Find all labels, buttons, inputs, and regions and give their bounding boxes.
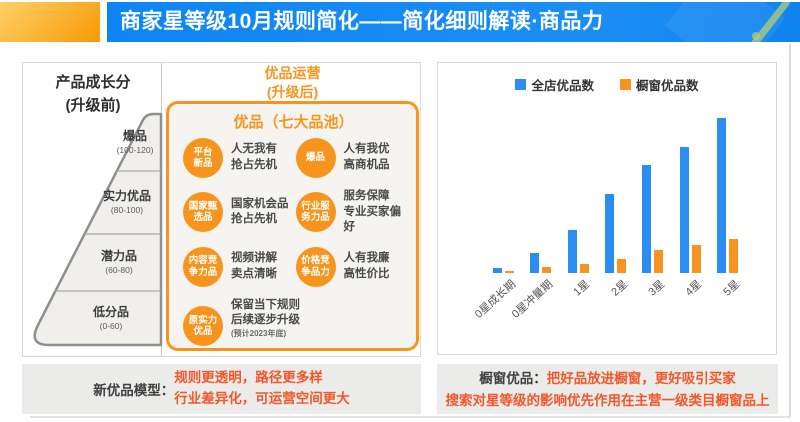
pool-desc: 国家机会品 抢占先机 bbox=[231, 197, 289, 226]
pool-desc: 保留当下规则 后续逐步升级 (预计2023年底) bbox=[231, 298, 300, 355]
pool-item-content: 内容竞 争力品 视频讲解 卖点清晰 bbox=[183, 246, 292, 287]
funnel-tier-baopin: 爆品 (100-120) bbox=[93, 127, 177, 155]
banner-dot-decoration bbox=[752, 32, 760, 40]
upgrade-title-line2: (升级后) bbox=[266, 83, 319, 100]
pool-desc: 视频讲解 卖点清晰 bbox=[231, 252, 277, 280]
slide-edge-right bbox=[789, 44, 791, 417]
bar-全店优品数 bbox=[530, 252, 540, 273]
pool-item-industry-service: 行业服 务力品 服务保障 专业买家偏好 bbox=[295, 189, 405, 236]
note-line1: 把好品放进橱窗，更好吸引买家 bbox=[546, 370, 736, 386]
upgrade-section-title: 优品运营 (升级后) bbox=[166, 64, 419, 102]
pool-desc-text: 保留当下规则 后续逐步升级 bbox=[231, 298, 300, 327]
seven-pools-box: 优品（七大品池） 平台 新品 人无我有 抢占先机 爆品 人有我优 高商机品 国家… bbox=[166, 101, 419, 351]
chart-bar-group: 0星冲量期 bbox=[510, 118, 555, 321]
x-axis-label: 1星 bbox=[571, 278, 593, 299]
note-line1-wrap: 橱窗优品：把好品放进橱窗，更好吸引买家 bbox=[479, 367, 736, 391]
bar-全店优品数 bbox=[604, 193, 614, 273]
bar-全店优品数 bbox=[567, 229, 577, 273]
growth-score-funnel bbox=[33, 112, 163, 347]
pool-circle: 爆品 bbox=[295, 138, 336, 178]
chart-bar-group: 4星 bbox=[679, 118, 704, 299]
chart-bar-group: 1星 bbox=[567, 118, 592, 299]
legend-label: 全店优品数 bbox=[531, 79, 594, 93]
pool-desc: 人有我廉 高性价比 bbox=[343, 252, 390, 280]
tier-name: 爆品 bbox=[122, 129, 147, 143]
bar-chart: 0星成长期 0星冲量期 1星 2星 3星 4星 5星 bbox=[472, 118, 742, 321]
note-label: 橱窗优品： bbox=[479, 370, 547, 386]
pool-item-national-select: 国家甄 选品 国家机会品 抢占先机 bbox=[183, 189, 292, 236]
x-axis-label: 3星 bbox=[646, 278, 668, 299]
bar-橱窗优品数 bbox=[505, 271, 514, 273]
upgrade-title-line1: 优品运营 bbox=[264, 65, 321, 81]
chart-bar-group: 5星 bbox=[716, 118, 742, 299]
pool-circle: 行业服 务力品 bbox=[295, 192, 336, 233]
legend-label: 橱窗优品数 bbox=[636, 79, 699, 93]
chart-legend: 全店优品数 橱窗优品数 bbox=[438, 75, 776, 94]
left-section-title-line1: 产品成长分 bbox=[55, 74, 131, 91]
pool-item-hot: 爆品 人有我优 高商机品 bbox=[295, 138, 405, 178]
tier-range: (80-100) bbox=[110, 205, 144, 215]
pool-circle: 国家甄 选品 bbox=[183, 192, 223, 233]
page-title: 商家星等级10月规则简化——简化细则解读·商品力 bbox=[120, 10, 604, 33]
note-line2: 搜索对星等级的影响优先作用在主营一级类目橱窗品上 bbox=[445, 392, 770, 408]
pool-desc: 服务保障 专业买家偏好 bbox=[343, 190, 402, 234]
header-banner: 商家星等级10月规则简化——简化细则解读·商品力 bbox=[107, 2, 800, 42]
bar-橱窗优品数 bbox=[579, 263, 589, 273]
pool-desc: 人无我有 抢占先机 bbox=[231, 143, 277, 171]
tier-name: 实力优品 bbox=[102, 189, 151, 203]
pool-items-grid: 平台 新品 人无我有 抢占先机 爆品 人有我优 高商机品 国家甄 选品 国家机会… bbox=[183, 138, 404, 355]
x-axis-label: 0星成长期 bbox=[472, 278, 518, 321]
pool-item-platform-new: 平台 新品 人无我有 抢占先机 bbox=[183, 138, 292, 178]
bar-橱窗优品数 bbox=[616, 259, 626, 273]
tier-range: (60-80) bbox=[105, 265, 133, 275]
left-section-title-line2: (升级前) bbox=[65, 97, 121, 115]
bar-全店优品数 bbox=[493, 268, 502, 273]
bar-全店优品数 bbox=[642, 164, 652, 273]
tier-range: (100-120) bbox=[116, 145, 154, 155]
pool-circle: 价格竞 争品力 bbox=[295, 246, 336, 287]
x-axis-label: 5星 bbox=[720, 278, 742, 299]
bar-全店优品数 bbox=[679, 147, 689, 273]
note-new-model: 新优品模型： 规则更透明，路径更多样 行业差异化，可运营空间更大 bbox=[22, 364, 421, 414]
header-orange-block bbox=[0, 2, 100, 42]
tier-name: 低分品 bbox=[92, 305, 129, 319]
note-label: 新优品模型： bbox=[93, 383, 175, 398]
panel-before-after: 产品成长分 (升级前) 爆品 (100-120) 实力优品 (80-100) 潜… bbox=[22, 62, 421, 357]
legend-swatch-orange bbox=[620, 79, 631, 90]
funnel-tier-difen: 低分品 (0-60) bbox=[69, 303, 153, 331]
pool-desc-note: (预计2023年底) bbox=[231, 328, 287, 338]
pool-circle: 内容竞 争力品 bbox=[183, 246, 223, 287]
seven-pools-title: 优品（七大品池） bbox=[233, 114, 354, 131]
bar-橱窗优品数 bbox=[691, 245, 701, 273]
chart-bar-group: 2星 bbox=[604, 118, 630, 299]
bar-橱窗优品数 bbox=[542, 266, 552, 273]
tier-range: (0-60) bbox=[99, 321, 123, 331]
pool-circle: 原实力 优品 bbox=[183, 306, 223, 347]
bar-全店优品数 bbox=[716, 118, 726, 273]
tier-name: 潜力品 bbox=[100, 249, 137, 263]
legend-item-window: 橱窗优品数 bbox=[620, 75, 699, 94]
pool-item-original: 原实力 优品 保留当下规则 后续逐步升级 (预计2023年底) bbox=[183, 298, 404, 355]
bar-橱窗优品数 bbox=[728, 238, 738, 273]
x-axis-label: 4星 bbox=[683, 278, 705, 299]
funnel-tier-qianli: 潜力品 (60-80) bbox=[77, 247, 161, 275]
bar-橱窗优品数 bbox=[654, 249, 664, 273]
funnel-tier-shili: 实力优品 (80-100) bbox=[85, 187, 169, 215]
slide-edge-bottom bbox=[30, 416, 791, 418]
panel-chart: 全店优品数 橱窗优品数 0星成长期 0星冲量期 1星 2星 3星 4星 5星 bbox=[437, 62, 777, 355]
legend-swatch-blue bbox=[515, 79, 527, 90]
pool-item-price: 价格竞 争品力 人有我廉 高性价比 bbox=[295, 246, 405, 287]
pool-circle: 平台 新品 bbox=[183, 138, 223, 178]
x-axis-label: 2星 bbox=[608, 278, 630, 299]
pool-desc: 人有我优 高商机品 bbox=[343, 143, 390, 171]
note-lines: 规则更透明，路径更多样 行业差异化，可运营空间更大 bbox=[174, 368, 350, 410]
note-window-products: 橱窗优品：把好品放进橱窗，更好吸引买家 搜索对星等级的影响优先作用在主营一级类目… bbox=[437, 364, 778, 414]
left-section-title: 产品成长分 (升级前) bbox=[31, 71, 155, 118]
legend-item-store: 全店优品数 bbox=[515, 75, 594, 94]
chart-bar-group: 3星 bbox=[642, 118, 667, 299]
note-line2: 行业差异化，可运营空间更大 bbox=[174, 391, 350, 406]
note-line1: 规则更透明，路径更多样 bbox=[174, 370, 323, 386]
chart-bar-group: 0星成长期 bbox=[472, 118, 518, 321]
